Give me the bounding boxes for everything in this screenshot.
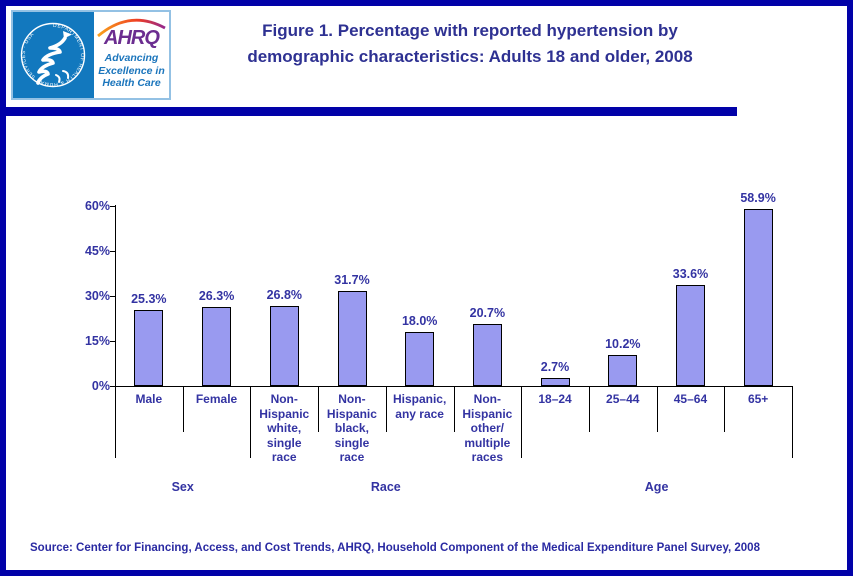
bar-value-label: 26.8% xyxy=(266,288,303,302)
y-axis-line xyxy=(115,205,116,386)
category-separator xyxy=(182,386,184,432)
chart-bar xyxy=(472,324,502,386)
bar-value-label: 18.0% xyxy=(401,314,438,328)
hhs-seal-icon: DEPARTMENT OF HEALTH & HUMAN SERVICES · … xyxy=(13,12,94,98)
eagle-wing-icon xyxy=(36,36,67,85)
category-separator xyxy=(453,386,455,432)
y-tick-label: 0% xyxy=(91,379,110,393)
y-tick-label: 15% xyxy=(84,334,110,348)
chart-bar xyxy=(134,310,164,386)
source-note: Source: Center for Financing, Access, an… xyxy=(30,542,760,554)
chart-bar xyxy=(337,291,367,386)
category-label: Non- Hispanic white, single race xyxy=(259,392,310,464)
category-label: Hispanic, any race xyxy=(392,392,447,421)
chart-bar xyxy=(743,209,773,386)
y-tick-label: 45% xyxy=(84,244,110,258)
figure-title: Figure 1. Percentage with reported hyper… xyxy=(247,21,693,66)
header-separator-band xyxy=(0,107,737,116)
category-separator xyxy=(318,386,320,432)
ahrq-wordmark-box: AHRQ Advancing Excellence in Health Care xyxy=(94,12,169,98)
y-tick-label: 30% xyxy=(84,289,110,303)
ahrq-tagline: Advancing Excellence in Health Care xyxy=(98,52,165,89)
chart-bar xyxy=(202,307,232,386)
bar-value-label: 58.9% xyxy=(740,191,776,205)
category-separator xyxy=(792,386,793,458)
category-separator xyxy=(588,386,590,432)
bar-value-label: 20.7% xyxy=(469,306,506,320)
ahrq-logo: DEPARTMENT OF HEALTH & HUMAN SERVICES · … xyxy=(11,10,171,100)
group-label: Sex xyxy=(171,480,194,494)
bar-value-label: 31.7% xyxy=(334,273,370,287)
chart-bar xyxy=(269,306,299,386)
category-separator xyxy=(250,386,252,458)
category-label: 45–64 xyxy=(673,392,708,406)
chart-bar xyxy=(676,285,705,386)
category-label: Non- Hispanic black, single race xyxy=(326,392,377,464)
swoosh-icon xyxy=(97,18,166,37)
category-label: Non- Hispanic other/ multiple races xyxy=(462,392,513,464)
y-axis-tick xyxy=(110,296,115,297)
y-axis-tick xyxy=(110,206,115,207)
bar-value-label: 10.2% xyxy=(605,337,641,351)
category-label: Female xyxy=(195,392,238,406)
bar-value-label: 33.6% xyxy=(672,267,709,281)
ahrq-wordmark: AHRQ xyxy=(104,27,160,49)
bar-value-label: 25.3% xyxy=(131,292,167,306)
group-label: Age xyxy=(644,480,669,494)
y-axis-tick xyxy=(110,251,115,252)
category-separator xyxy=(521,386,523,458)
category-separator xyxy=(724,386,726,432)
y-axis-tick xyxy=(110,341,115,342)
category-label: 18–24 xyxy=(538,392,572,406)
category-separator xyxy=(115,386,116,458)
category-label: Male xyxy=(135,392,163,406)
category-separator xyxy=(385,386,387,432)
category-label: 65+ xyxy=(747,392,769,406)
y-axis-tick xyxy=(110,386,115,387)
chart-bar xyxy=(608,355,638,386)
category-separator xyxy=(656,386,658,432)
y-tick-label: 60% xyxy=(84,199,110,213)
category-label: 25–44 xyxy=(606,392,640,406)
group-label: Race xyxy=(370,480,401,494)
chart-bar xyxy=(540,378,570,386)
bar-value-label: 2.7% xyxy=(540,360,570,374)
chart-bar xyxy=(405,332,435,386)
bar-value-label: 26.3% xyxy=(198,289,235,303)
eagle-tail-icon xyxy=(55,70,70,83)
